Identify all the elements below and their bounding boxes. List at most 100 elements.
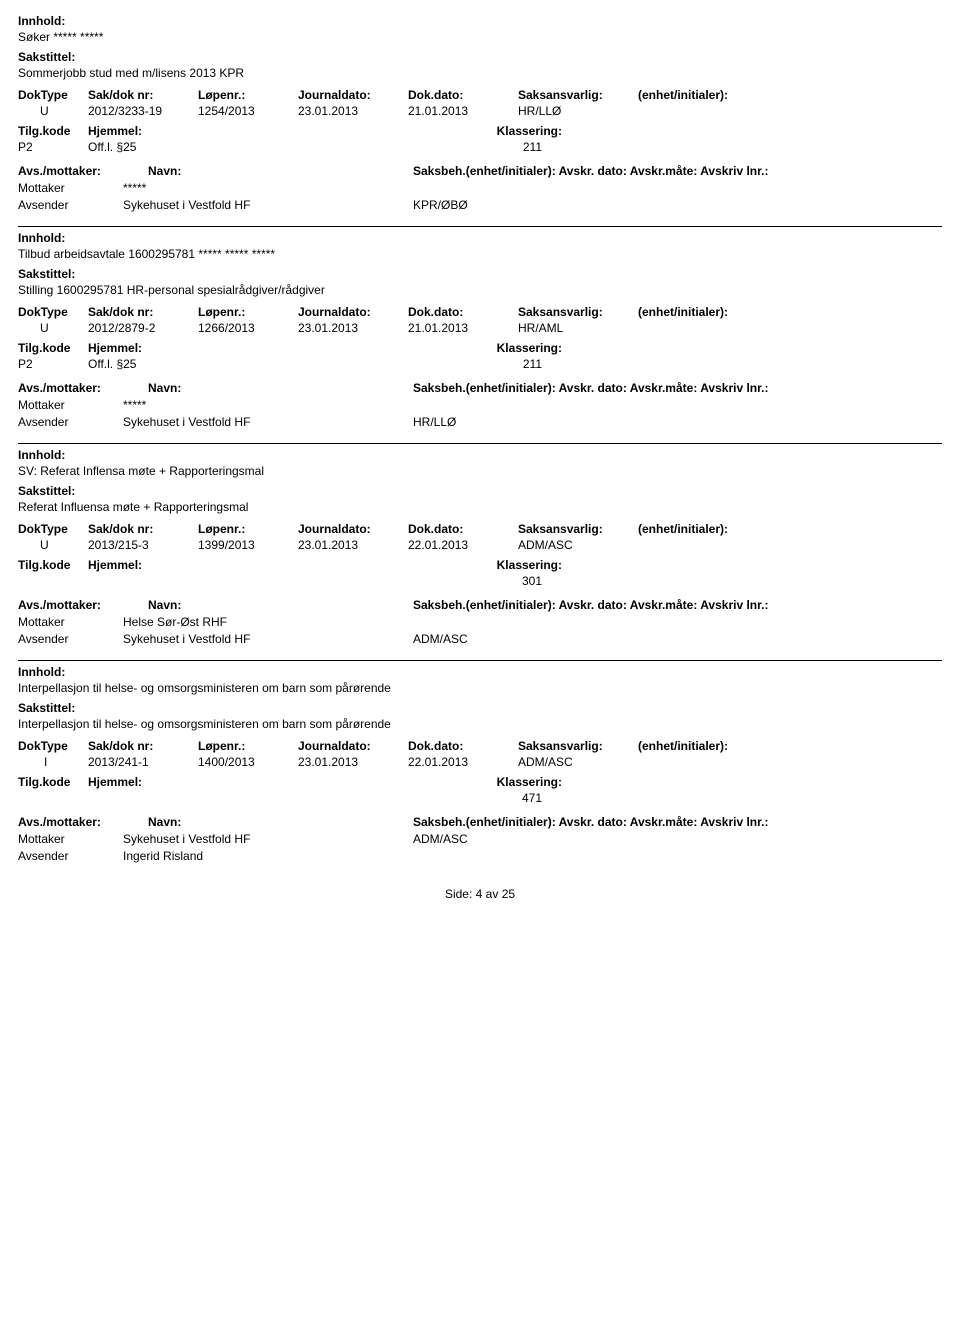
- columns-header: DokTypeSak/dok nr:Løpenr.:Journaldato:Do…: [18, 739, 942, 753]
- doktype-value: I: [18, 755, 88, 769]
- lopenr-value: 1266/2013: [198, 321, 298, 335]
- mottaker-row: Mottaker*****: [18, 181, 942, 195]
- saksansvarlig-header: Saksansvarlig:: [518, 88, 638, 102]
- tilg-data: P2Off.l. §25211: [18, 140, 942, 154]
- columns-data: U2013/215-31399/201323.01.201322.01.2013…: [18, 538, 942, 552]
- sakstittel-value: Sommerjobb stud med m/lisens 2013 KPR: [18, 66, 942, 80]
- tilg-header: Tilg.kodeHjemmel:Klassering:: [18, 124, 942, 138]
- journaldato-value: 23.01.2013: [298, 755, 408, 769]
- sakdok-value: 2013/215-3: [88, 538, 198, 552]
- dokdato-value: 21.01.2013: [408, 104, 518, 118]
- record-divider: [18, 443, 942, 444]
- hjemmel-header: Hjemmel:: [88, 124, 448, 138]
- avsender-name: Sykehuset i Vestfold HF: [123, 415, 413, 429]
- enhet-value: [638, 321, 798, 335]
- lopenr-header: Løpenr.:: [198, 305, 298, 319]
- klassering-header: Klassering:: [497, 775, 942, 789]
- lopenr-header: Løpenr.:: [198, 739, 298, 753]
- klassering-value: 211: [523, 357, 942, 371]
- klassering-value: 211: [523, 140, 942, 154]
- mottaker-ref: ADM/ASC: [413, 832, 563, 846]
- doktype-value: U: [18, 538, 88, 552]
- saksansvarlig-value: HR/LLØ: [518, 104, 638, 118]
- sakstittel-label: Sakstittel:: [18, 701, 942, 715]
- avsender-role: Avsender: [18, 849, 123, 863]
- lopenr-value: 1399/2013: [198, 538, 298, 552]
- avs-mottaker-label: Avs./mottaker:: [18, 598, 148, 612]
- innhold-label: Innhold:: [18, 231, 942, 245]
- tilg-data: 471: [18, 791, 942, 805]
- saksbeh-label: Saksbeh.(enhet/initialer): Avskr. dato: …: [218, 815, 942, 829]
- tilgkode-header: Tilg.kode: [18, 341, 88, 355]
- tilg-data: P2Off.l. §25 211: [18, 357, 942, 371]
- tilgkode-header: Tilg.kode: [18, 558, 88, 572]
- mottaker-ref: [413, 398, 563, 412]
- avsender-row: AvsenderIngerid Risland: [18, 849, 942, 863]
- enhet-value: [638, 104, 798, 118]
- mottaker-name: Sykehuset i Vestfold HF: [123, 832, 413, 846]
- klassering-header: Klassering:: [497, 558, 942, 572]
- avsender-row: AvsenderSykehuset i Vestfold HFKPR/ØBØ: [18, 198, 942, 212]
- navn-label: Navn:: [148, 381, 218, 395]
- dokdato-header: Dok.dato:: [408, 522, 518, 536]
- hjemmel-value: Off.l. §25: [88, 357, 448, 371]
- klassering-value: 471: [522, 791, 942, 805]
- journaldato-value: 23.01.2013: [298, 104, 408, 118]
- sakstittel-value: Referat Influensa møte + Rapporteringsma…: [18, 500, 942, 514]
- navn-label: Navn:: [148, 815, 218, 829]
- avs-header: Avs./mottaker:Navn:Saksbeh.(enhet/initia…: [18, 815, 942, 829]
- hjemmel-header: Hjemmel:: [88, 341, 448, 355]
- innhold-value: SV: Referat Inflensa møte + Rapportering…: [18, 464, 942, 478]
- avsender-role: Avsender: [18, 198, 123, 212]
- innhold-label: Innhold:: [18, 14, 942, 28]
- sakstittel-value: Stilling 1600295781 HR-personal spesialr…: [18, 283, 942, 297]
- footer-total: 25: [502, 887, 515, 901]
- columns-header: DokTypeSak/dok nr:Løpenr.:Journaldato:Do…: [18, 305, 942, 319]
- tilg-header: Tilg.kodeHjemmel: Klassering:: [18, 341, 942, 355]
- sakdok-value: 2013/241-1: [88, 755, 198, 769]
- dokdato-value: 22.01.2013: [408, 755, 518, 769]
- lopenr-header: Løpenr.:: [198, 88, 298, 102]
- columns-header: DokTypeSak/dok nr:Løpenr.:Journaldato:Do…: [18, 88, 942, 102]
- doktype-header: DokType: [18, 88, 88, 102]
- doktype-value: U: [18, 104, 88, 118]
- navn-label: Navn:: [148, 164, 218, 178]
- enhet-header: (enhet/initialer):: [638, 522, 798, 536]
- journal-record: Innhold:SV: Referat Inflensa møte + Rapp…: [18, 448, 942, 646]
- doktype-value: U: [18, 321, 88, 335]
- avs-mottaker-label: Avs./mottaker:: [18, 164, 148, 178]
- hjemmel-value: [88, 791, 448, 805]
- dokdato-value: 21.01.2013: [408, 321, 518, 335]
- tilgkode-header: Tilg.kode: [18, 124, 88, 138]
- dokdato-header: Dok.dato:: [408, 305, 518, 319]
- lopenr-value: 1400/2013: [198, 755, 298, 769]
- avsender-row: AvsenderSykehuset i Vestfold HFHR/LLØ: [18, 415, 942, 429]
- sakdok-value: 2012/2879-2: [88, 321, 198, 335]
- lopenr-value: 1254/2013: [198, 104, 298, 118]
- avsender-row: AvsenderSykehuset i Vestfold HFADM/ASC: [18, 632, 942, 646]
- mottaker-role: Mottaker: [18, 181, 123, 195]
- klassering-header: Klassering:: [497, 341, 942, 355]
- tilgkode-value: P2: [18, 357, 88, 371]
- tilgkode-value: [18, 791, 88, 805]
- journaldato-header: Journaldato:: [298, 739, 408, 753]
- mottaker-ref: [413, 181, 563, 195]
- record-divider: [18, 660, 942, 661]
- sakstittel-label: Sakstittel:: [18, 484, 942, 498]
- doktype-header: DokType: [18, 522, 88, 536]
- mottaker-row: Mottaker*****: [18, 398, 942, 412]
- tilg-data: 301: [18, 574, 942, 588]
- avsender-role: Avsender: [18, 415, 123, 429]
- navn-label: Navn:: [148, 598, 218, 612]
- innhold-value: Søker ***** *****: [18, 30, 942, 44]
- dokdato-header: Dok.dato:: [408, 88, 518, 102]
- avs-header: Avs./mottaker:Navn:Saksbeh.(enhet/initia…: [18, 381, 942, 395]
- doktype-header: DokType: [18, 305, 88, 319]
- columns-data: U2012/3233-191254/201323.01.201321.01.20…: [18, 104, 942, 118]
- avs-mottaker-label: Avs./mottaker:: [18, 381, 148, 395]
- saksbeh-label: Saksbeh.(enhet/initialer): Avskr. dato: …: [218, 381, 942, 395]
- mottaker-row: MottakerHelse Sør-Øst RHF: [18, 615, 942, 629]
- avsender-ref: ADM/ASC: [413, 632, 563, 646]
- klassering-value: 301: [522, 574, 942, 588]
- journal-record: Innhold:Tilbud arbeidsavtale 1600295781 …: [18, 231, 942, 429]
